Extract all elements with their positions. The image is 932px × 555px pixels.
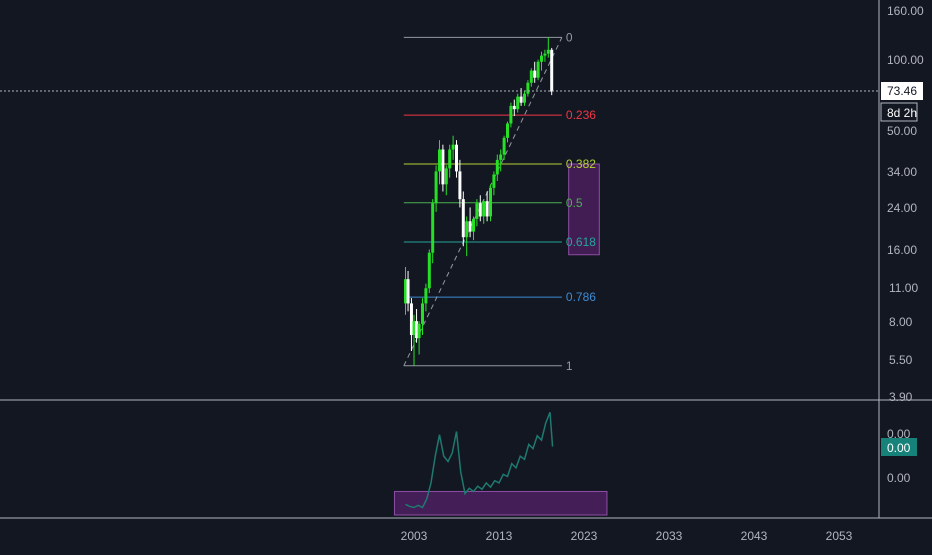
time-tick: 2003: [401, 529, 428, 543]
candle-body: [444, 168, 448, 185]
price-tick: 11.00: [889, 281, 918, 295]
fib-level-label: 0.382: [566, 157, 596, 171]
candle-body: [415, 321, 419, 339]
candle-body: [424, 288, 428, 304]
candle-body: [461, 199, 465, 238]
candle-body: [506, 123, 509, 138]
indicator-tick: 0.00: [887, 471, 911, 485]
candle-body: [543, 53, 547, 56]
candle-body: [523, 93, 526, 103]
candle-body: [468, 221, 472, 232]
candle-body: [519, 96, 523, 103]
candle-body: [451, 144, 455, 150]
candle-body: [472, 218, 475, 232]
candle-body: [546, 49, 550, 54]
fib-level-label: 0: [566, 30, 573, 44]
indicator-tick: 0.00: [887, 427, 911, 441]
candle-body: [475, 203, 479, 219]
indicator-series-line: [405, 412, 554, 509]
time-tick: 2043: [741, 529, 768, 543]
candle-body: [404, 279, 407, 304]
candle-body: [417, 323, 421, 339]
indicator-zone-rect: [393, 490, 608, 516]
price-tick: 3.90: [889, 390, 913, 404]
fib-level-label: 0.618: [566, 235, 596, 249]
candle-body: [455, 144, 458, 172]
price-tick: 34.00: [887, 165, 917, 179]
fib-level-label: 1: [566, 359, 573, 373]
indicator-pane[interactable]: [393, 412, 608, 516]
candle-body: [533, 70, 537, 78]
candle-body: [478, 203, 482, 217]
candle-body: [431, 203, 435, 253]
indicator-value-badge: 0.00: [887, 441, 911, 455]
fib-level-label: 0.236: [566, 108, 596, 122]
candle-body: [502, 137, 506, 155]
fib-level-label: 0.786: [566, 290, 596, 304]
candle-body: [458, 171, 462, 200]
candle-body: [485, 201, 489, 217]
time-tick: 2033: [656, 529, 683, 543]
price-tick: 50.00: [887, 124, 917, 138]
price-axis[interactable]: 160.00 100.00 50.00 34.00 24.00 16.00 11…: [880, 4, 924, 404]
price-tick: 24.00: [887, 201, 917, 215]
candle-body: [509, 105, 513, 124]
candle-body: [550, 49, 554, 92]
candle-body: [434, 171, 438, 204]
candle-body: [421, 303, 424, 324]
candle-body: [412, 321, 416, 336]
time-tick: 2023: [571, 529, 598, 543]
candle-body: [529, 70, 533, 83]
countdown-label: 8d 2h: [887, 106, 917, 120]
candle-body: [512, 105, 516, 110]
candle-body: [489, 187, 492, 217]
price-tick: 100.00: [887, 53, 924, 67]
time-tick: 2013: [486, 529, 513, 543]
candle-body: [448, 149, 452, 169]
candle-body: [482, 201, 486, 217]
candle-body: [526, 82, 530, 94]
time-axis[interactable]: 2003 2013 2023 2033 2043 2053: [401, 529, 853, 543]
candle-body: [492, 174, 496, 188]
price-tick: 160.00: [887, 4, 924, 18]
price-pane[interactable]: 0 0.236 0.382 0.5 0.618 0.786 1: [403, 30, 600, 373]
price-tick: 16.00: [887, 243, 917, 257]
price-tick: 8.00: [889, 315, 913, 329]
fib-level-label: 0.5: [566, 196, 583, 210]
candle-body: [540, 55, 543, 62]
candle-body: [409, 303, 413, 336]
price-tick: 5.50: [889, 353, 913, 367]
candle-body: [441, 149, 445, 185]
projection-zone-rect: [568, 163, 600, 256]
candle-body: [516, 96, 520, 110]
candle-body: [499, 154, 503, 160]
indicator-value-badge-bg: [881, 438, 917, 456]
indicator-axis[interactable]: 0.00 0.00 0.00: [881, 427, 917, 485]
current-price-label: 73.46: [887, 84, 917, 98]
candle-body: [465, 221, 469, 238]
candle-body: [406, 279, 410, 304]
time-tick: 2053: [826, 529, 853, 543]
candle-body: [438, 149, 441, 172]
candle-body: [427, 252, 431, 289]
candle-body: [536, 61, 540, 78]
countdown-label-bg: [880, 102, 918, 122]
current-price-label-bg: [881, 82, 923, 100]
candle-body: [495, 159, 499, 175]
